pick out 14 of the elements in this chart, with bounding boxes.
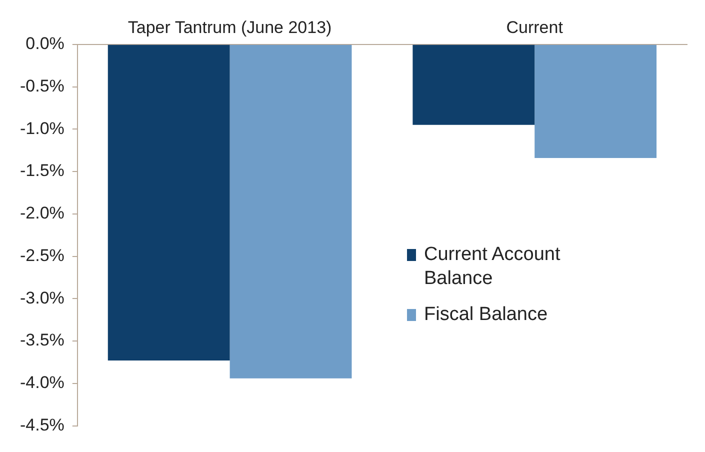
y-tick-label: -2.5% [20,246,64,265]
y-tick-label: -4.0% [20,373,64,392]
y-tick-label: -3.0% [20,288,64,308]
y-tick-label: -1.5% [20,161,64,180]
legend-label: Current Account Balance [424,243,562,291]
y-tick-label: -3.5% [20,330,64,350]
y-tick-label: -0.5% [20,76,64,96]
x-tick-label: Current [506,18,564,37]
y-tick-label: -2.0% [20,204,64,223]
legend-label: Fiscal Balance [424,303,548,327]
y-tick-label: -1.0% [20,118,64,138]
x-tick-label: Taper Tantrum (June 2013) [128,18,332,37]
y-tick-label: -4.5% [20,415,64,434]
y-tick-label: 0.0% [26,34,64,54]
